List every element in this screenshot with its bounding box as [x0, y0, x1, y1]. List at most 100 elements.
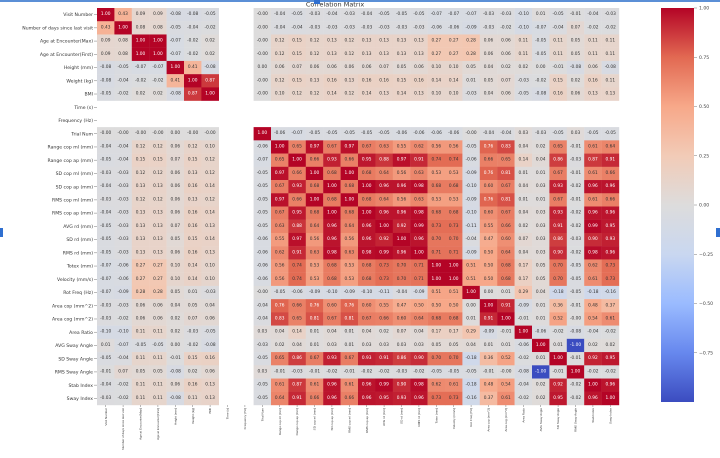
- heatmap-cell: -0.08: [166, 391, 185, 406]
- cell-value: -0.03: [118, 196, 129, 202]
- heatmap-cell: -0.04: [114, 352, 132, 366]
- heatmap-cell: -0.04: [253, 299, 272, 313]
- cell-value: 0.01: [519, 196, 529, 202]
- cell-value: 0.56: [310, 236, 320, 242]
- cell-color: [323, 166, 341, 181]
- cell-value: -0.05: [170, 24, 181, 30]
- cell-color: [114, 193, 132, 207]
- heatmap-cell: 0.08: [149, 21, 167, 35]
- heatmap-cell: 0.67: [323, 140, 341, 154]
- heatmap-cell: -0.02: [114, 378, 132, 392]
- heatmap-cell: -0.05: [271, 285, 289, 300]
- heatmap-cell: 0.68: [497, 259, 515, 273]
- heatmap-cell: 0.11: [149, 391, 167, 406]
- cell-value: 0.76: [484, 143, 494, 149]
- heatmap-cell: 0.51: [462, 272, 480, 287]
- heatmap-cell: -0.03: [532, 127, 550, 141]
- cell-value: 0.63: [345, 249, 355, 255]
- y-tick-label: AVG rd (mm): [63, 224, 93, 230]
- cell-value: 0.71: [414, 276, 424, 282]
- cell-value: -0.04: [326, 11, 337, 17]
- cell-value: 0.13: [379, 91, 389, 97]
- cell-color: [184, 312, 202, 326]
- cell-color: [253, 180, 272, 194]
- cell-value: 0.12: [310, 51, 320, 57]
- cell-value: 0.04: [519, 143, 529, 149]
- heatmap-cell: -0.01: [271, 365, 289, 379]
- cell-value: -0.05: [100, 223, 111, 229]
- cell-value: 0.61: [449, 382, 459, 388]
- cell-color: [149, 127, 167, 141]
- cell-color: [97, 219, 115, 234]
- cell-color: [97, 60, 115, 75]
- cell-color: [445, 272, 463, 287]
- heatmap-cell: 0.64: [340, 219, 359, 234]
- cell-color: [271, 312, 289, 326]
- cell-value: -0.03: [118, 210, 129, 216]
- cell-value: 0.13: [153, 249, 163, 255]
- cell-value: 0.60: [484, 183, 494, 189]
- cell-color: [131, 8, 150, 22]
- cell-color: [253, 246, 272, 260]
- cell-color: [184, 206, 202, 220]
- cell-value: 0.07: [171, 157, 181, 163]
- cell-color: [601, 127, 620, 141]
- cell-value: 0.02: [136, 91, 146, 97]
- cell-value: -0.08: [100, 64, 111, 70]
- cell-value: 0.70: [553, 263, 563, 269]
- cell-value: 0.13: [205, 249, 215, 255]
- heatmap-cell: 0.28: [149, 285, 167, 300]
- heatmap-cell: 0.04: [514, 140, 533, 154]
- cell-color: [149, 299, 167, 313]
- cell-value: 0.91: [553, 223, 563, 229]
- cell-color: [323, 378, 341, 392]
- cell-color: [131, 259, 150, 273]
- cell-value: 0.70: [553, 276, 563, 282]
- heatmap-cell: -0.03: [114, 180, 132, 194]
- heatmap-cell: -0.01: [479, 365, 498, 379]
- heatmap-cell: -0.05: [166, 21, 185, 35]
- cell-color: [427, 21, 446, 35]
- cell-value: 0.07: [397, 329, 407, 335]
- cell-value: 0.61: [606, 315, 616, 321]
- cell-value: 0.27: [449, 51, 459, 57]
- cell-value: -0.04: [518, 382, 529, 388]
- cell-color: [549, 338, 567, 353]
- cell-color: [462, 246, 480, 260]
- cell-value: 0.28: [466, 38, 476, 44]
- heatmap-cell: 0.91: [288, 246, 306, 260]
- cell-value: 0.13: [362, 38, 372, 44]
- cell-value: -0.07: [100, 289, 111, 295]
- cell-color: [305, 47, 324, 62]
- cell-color: [305, 166, 324, 181]
- cell-value: 0.02: [606, 342, 616, 348]
- heatmap-cell: 0.03: [514, 127, 533, 141]
- heatmap-cell: 0.11: [149, 378, 167, 392]
- cell-color: [479, 166, 498, 181]
- cell-color: [497, 285, 515, 300]
- cell-color: [584, 34, 602, 48]
- cell-color: [532, 378, 550, 392]
- cell-value: -0.07: [170, 51, 181, 57]
- heatmap-cell: 0.66: [305, 391, 324, 406]
- x-tick-label: Time (s): [226, 408, 230, 419]
- cell-value: 1.00: [171, 64, 181, 70]
- cell-color: [410, 180, 428, 194]
- cell-value: 0.01: [536, 302, 546, 308]
- cell-value: 0.07: [519, 236, 529, 242]
- heatmap-cell: -0.07: [445, 8, 463, 22]
- cell-color: [358, 312, 376, 326]
- cell-value: 0.74: [449, 157, 459, 163]
- cell-color: [445, 153, 463, 167]
- cell-value: 0.06: [414, 64, 424, 70]
- cell-value: -0.02: [605, 368, 616, 374]
- cell-color: [340, 74, 359, 88]
- cell-color: [340, 60, 359, 75]
- cell-value: -0.03: [326, 24, 337, 30]
- heatmap-cell: 0.67: [271, 180, 289, 194]
- cell-value: 0.67: [327, 143, 337, 149]
- cell-value: -0.02: [118, 395, 129, 401]
- cell-value: 0.96: [414, 395, 424, 401]
- cell-color: [566, 166, 585, 181]
- cell-value: 0.70: [432, 236, 442, 242]
